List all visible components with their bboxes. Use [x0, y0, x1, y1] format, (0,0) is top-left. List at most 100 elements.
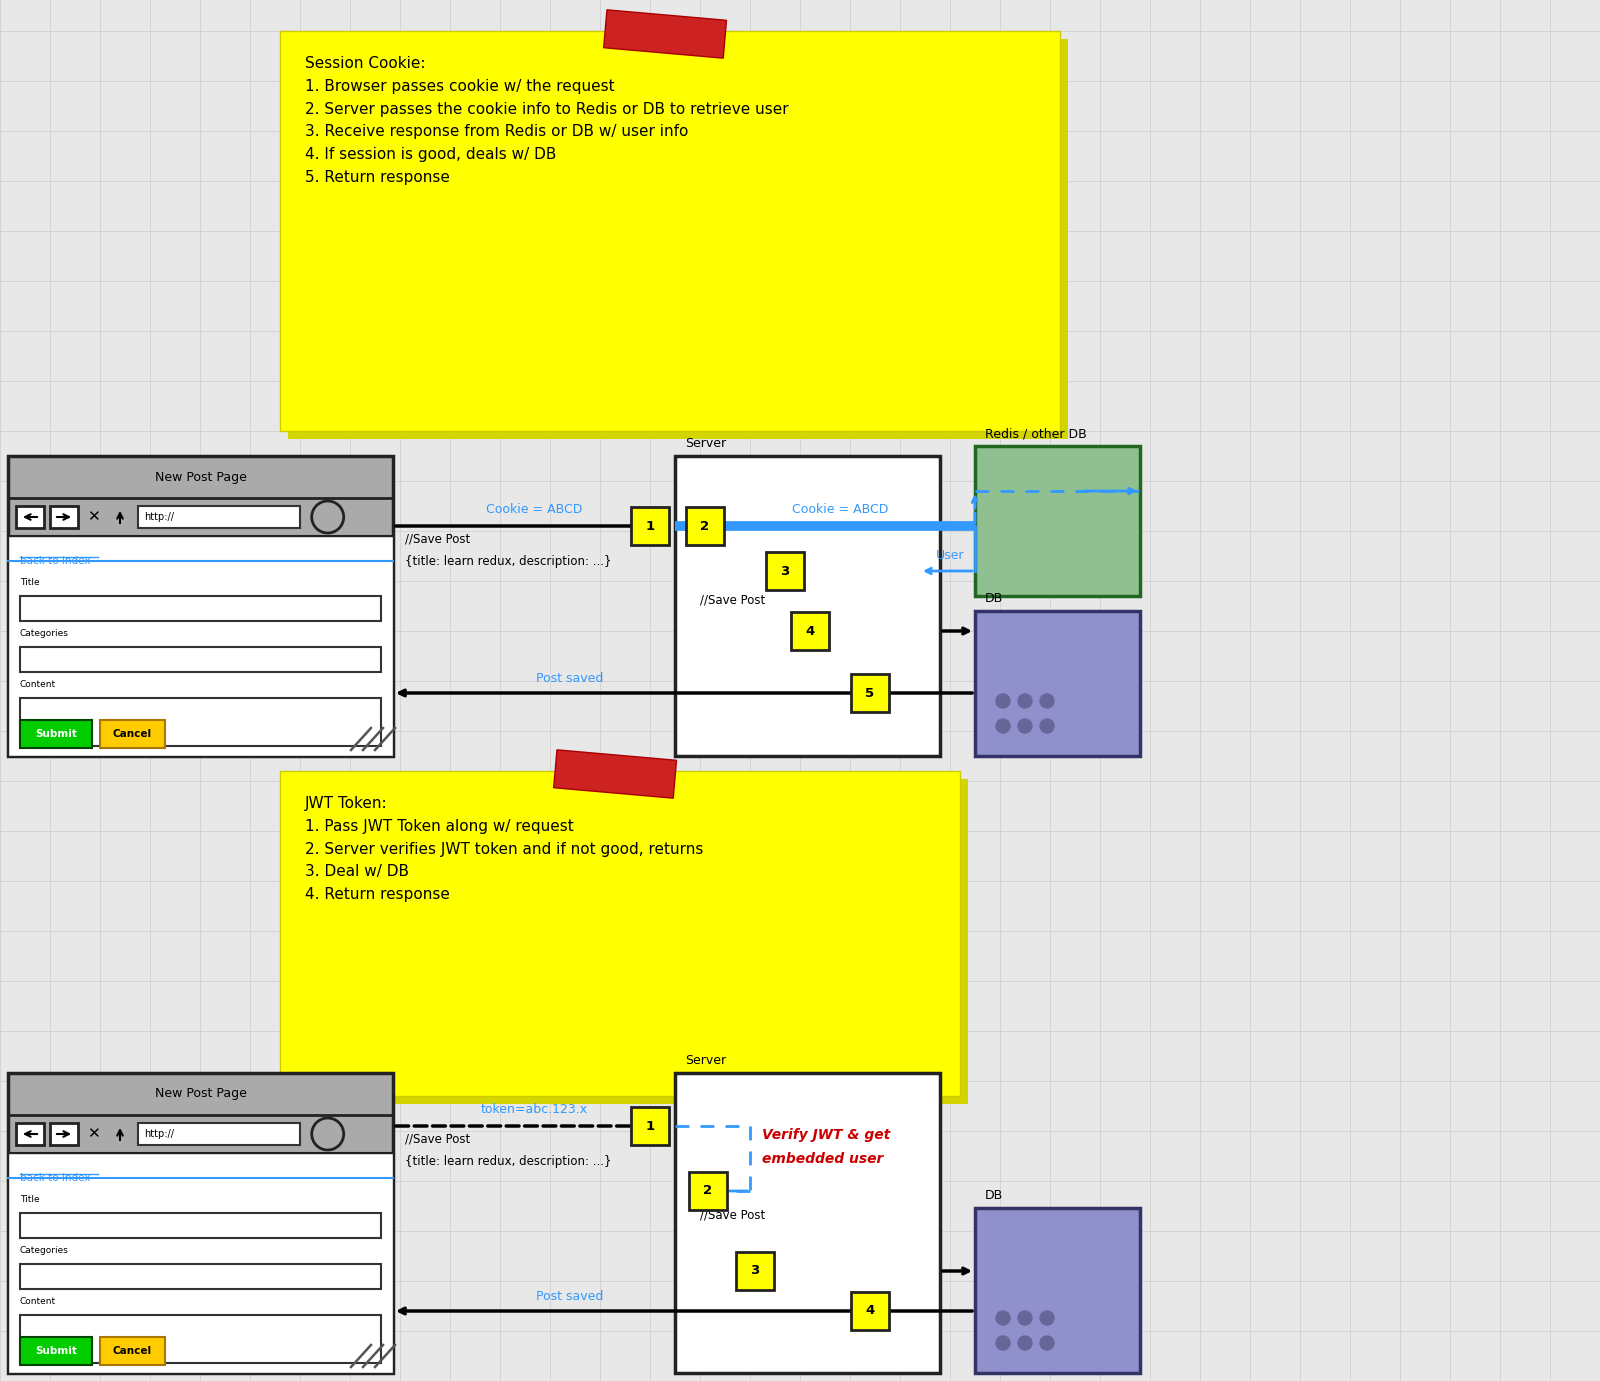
Text: 4: 4	[805, 624, 814, 638]
Text: 3: 3	[750, 1265, 760, 1277]
Circle shape	[1040, 1335, 1054, 1351]
FancyBboxPatch shape	[19, 1315, 381, 1363]
FancyBboxPatch shape	[8, 1153, 394, 1373]
Text: Content: Content	[19, 1297, 56, 1306]
FancyBboxPatch shape	[288, 779, 968, 1103]
FancyBboxPatch shape	[675, 456, 941, 755]
Circle shape	[1040, 720, 1054, 733]
Text: 1: 1	[645, 1120, 654, 1132]
Text: {title: learn redux, description: ...}: {title: learn redux, description: ...}	[405, 555, 611, 568]
Text: embedded user: embedded user	[762, 1152, 883, 1166]
Text: ✕: ✕	[86, 510, 99, 525]
FancyBboxPatch shape	[19, 1213, 381, 1237]
FancyBboxPatch shape	[280, 30, 1059, 431]
FancyBboxPatch shape	[630, 507, 669, 545]
Text: //Save Post: //Save Post	[405, 1132, 470, 1146]
FancyBboxPatch shape	[50, 505, 78, 528]
Circle shape	[1018, 720, 1032, 733]
Text: Post saved: Post saved	[536, 673, 603, 685]
Text: Submit: Submit	[35, 729, 77, 739]
FancyBboxPatch shape	[974, 1208, 1139, 1373]
Text: 2: 2	[704, 1185, 712, 1197]
Text: 5: 5	[866, 686, 875, 700]
Text: Verify JWT & get: Verify JWT & get	[762, 1128, 890, 1142]
FancyBboxPatch shape	[603, 10, 726, 58]
FancyBboxPatch shape	[19, 648, 381, 673]
FancyBboxPatch shape	[16, 505, 45, 528]
Text: {title: learn redux, description: ...}: {title: learn redux, description: ...}	[405, 1155, 611, 1168]
Text: Submit: Submit	[35, 1346, 77, 1356]
Text: Server: Server	[685, 436, 726, 450]
Text: New Post Page: New Post Page	[155, 471, 246, 483]
FancyBboxPatch shape	[554, 750, 677, 798]
Text: back to index: back to index	[19, 1172, 91, 1184]
Text: Session Cookie:
1. Browser passes cookie w/ the request
2. Server passes the coo: Session Cookie: 1. Browser passes cookie…	[306, 57, 789, 185]
FancyBboxPatch shape	[630, 1108, 669, 1145]
FancyBboxPatch shape	[16, 1123, 45, 1145]
Circle shape	[995, 1311, 1010, 1324]
Circle shape	[995, 695, 1010, 708]
Text: Title: Title	[19, 579, 40, 587]
Circle shape	[995, 1335, 1010, 1351]
Text: Cancel: Cancel	[114, 1346, 152, 1356]
FancyBboxPatch shape	[8, 1073, 394, 1373]
FancyBboxPatch shape	[280, 771, 960, 1097]
FancyBboxPatch shape	[851, 674, 890, 713]
Text: Redis / other DB: Redis / other DB	[986, 427, 1086, 441]
Text: Cookie = ABCD: Cookie = ABCD	[792, 503, 888, 516]
FancyBboxPatch shape	[790, 612, 829, 650]
FancyBboxPatch shape	[974, 610, 1139, 755]
Text: Title: Title	[19, 1195, 40, 1204]
Circle shape	[1018, 1335, 1032, 1351]
FancyBboxPatch shape	[8, 536, 394, 755]
FancyBboxPatch shape	[138, 505, 299, 528]
FancyBboxPatch shape	[19, 1337, 93, 1364]
FancyBboxPatch shape	[19, 1264, 381, 1288]
Circle shape	[1040, 695, 1054, 708]
Text: Categories: Categories	[19, 1246, 69, 1255]
Text: Cookie = ABCD: Cookie = ABCD	[486, 503, 582, 516]
FancyBboxPatch shape	[50, 1123, 78, 1145]
Text: //Save Post: //Save Post	[701, 592, 765, 606]
FancyBboxPatch shape	[690, 1172, 726, 1210]
Text: Server: Server	[685, 1054, 726, 1068]
FancyBboxPatch shape	[974, 446, 1139, 597]
FancyBboxPatch shape	[288, 39, 1069, 439]
Text: User: User	[936, 550, 965, 562]
Text: 3: 3	[781, 565, 790, 577]
FancyBboxPatch shape	[736, 1253, 774, 1290]
Text: Categories: Categories	[19, 628, 69, 638]
FancyBboxPatch shape	[99, 1337, 165, 1364]
Text: //Save Post: //Save Post	[405, 533, 470, 545]
Text: token=abc.123.x: token=abc.123.x	[480, 1103, 587, 1116]
Circle shape	[1040, 1311, 1054, 1324]
Text: 1: 1	[645, 519, 654, 533]
FancyBboxPatch shape	[19, 720, 93, 749]
FancyBboxPatch shape	[19, 597, 381, 621]
Circle shape	[1018, 1311, 1032, 1324]
FancyBboxPatch shape	[851, 1293, 890, 1330]
Text: DB: DB	[986, 1189, 1003, 1201]
FancyBboxPatch shape	[675, 1073, 941, 1373]
FancyBboxPatch shape	[19, 697, 381, 746]
FancyBboxPatch shape	[8, 456, 394, 755]
Circle shape	[1018, 695, 1032, 708]
Text: DB: DB	[986, 592, 1003, 605]
FancyBboxPatch shape	[138, 1123, 299, 1145]
Text: Cancel: Cancel	[114, 729, 152, 739]
Text: Post saved: Post saved	[536, 1290, 603, 1304]
FancyBboxPatch shape	[99, 720, 165, 749]
Text: 4: 4	[866, 1305, 875, 1317]
Text: ✕: ✕	[86, 1127, 99, 1142]
Text: 2: 2	[701, 519, 709, 533]
Text: JWT Token:
1. Pass JWT Token along w/ request
2. Server verifies JWT token and i: JWT Token: 1. Pass JWT Token along w/ re…	[306, 795, 704, 902]
Text: New Post Page: New Post Page	[155, 1087, 246, 1101]
Circle shape	[995, 720, 1010, 733]
FancyBboxPatch shape	[766, 552, 803, 590]
Text: http://: http://	[144, 512, 174, 522]
Text: //Save Post: //Save Post	[701, 1208, 765, 1222]
FancyBboxPatch shape	[686, 507, 723, 545]
Text: back to index: back to index	[19, 557, 91, 566]
Text: http://: http://	[144, 1130, 174, 1139]
Text: Content: Content	[19, 679, 56, 689]
